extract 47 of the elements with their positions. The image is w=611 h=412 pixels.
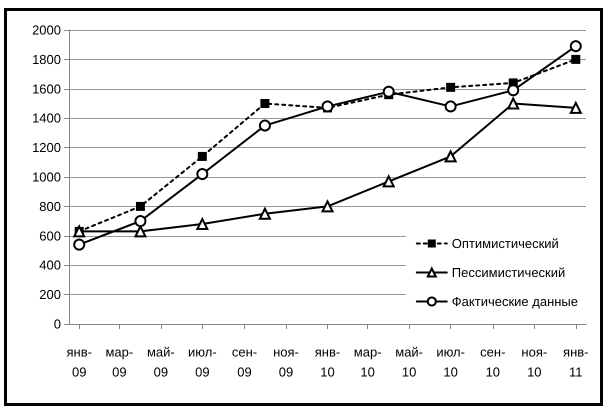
y-tick-label: 0: [54, 316, 61, 332]
point: [570, 102, 582, 114]
x-tick-label: июл-09: [188, 344, 217, 380]
point: [258, 120, 271, 132]
x-tick-label: сен-10: [480, 344, 506, 380]
y-tick-label: 200: [39, 287, 61, 302]
x-tick-label: мар-09: [105, 344, 134, 380]
legend-label: Фактические данные: [452, 294, 578, 309]
x-tick-label: май-09: [146, 344, 175, 380]
x-tick-label: ноя-10: [521, 344, 548, 380]
point: [198, 152, 207, 161]
x-tick-label: ноя-09: [273, 344, 299, 380]
point: [196, 168, 208, 180]
point: [260, 99, 270, 108]
x-tick-label: июл-10: [436, 344, 465, 380]
point: [136, 202, 145, 211]
point: [382, 175, 395, 188]
y-tick-label: 800: [39, 198, 61, 214]
point: [73, 238, 86, 251]
y-tick-label: 600: [39, 228, 61, 244]
point: [446, 82, 456, 92]
point: [322, 100, 334, 112]
x-tick-label: сен-09: [232, 344, 258, 380]
x-tick-label: янв-10: [314, 344, 340, 380]
point: [444, 150, 457, 162]
point: [570, 40, 582, 52]
point: [258, 208, 271, 220]
y-tick-label: 1400: [32, 110, 61, 126]
point: [322, 200, 334, 212]
point: [571, 54, 580, 64]
y-tick-label: 1800: [32, 52, 61, 67]
x-tick-label: янв-11: [563, 344, 589, 380]
x-tick-label: мар-10: [354, 344, 382, 380]
x-tick-label: май-10: [395, 344, 424, 380]
point: [134, 225, 146, 238]
point: [134, 215, 146, 228]
y-tick-label: 1000: [32, 170, 61, 184]
point: [444, 100, 457, 112]
legend-label: Оптимистический: [452, 236, 559, 251]
point: [196, 218, 208, 230]
y-tick-label: 400: [39, 258, 61, 273]
x-tick-label: янв-09: [66, 344, 92, 380]
y-tick-label: 1600: [32, 81, 61, 96]
legend-label: Пессимистический: [452, 265, 566, 280]
point: [507, 98, 520, 110]
y-tick-label: 1200: [32, 140, 61, 156]
y-tick-label: 2000: [32, 22, 61, 38]
